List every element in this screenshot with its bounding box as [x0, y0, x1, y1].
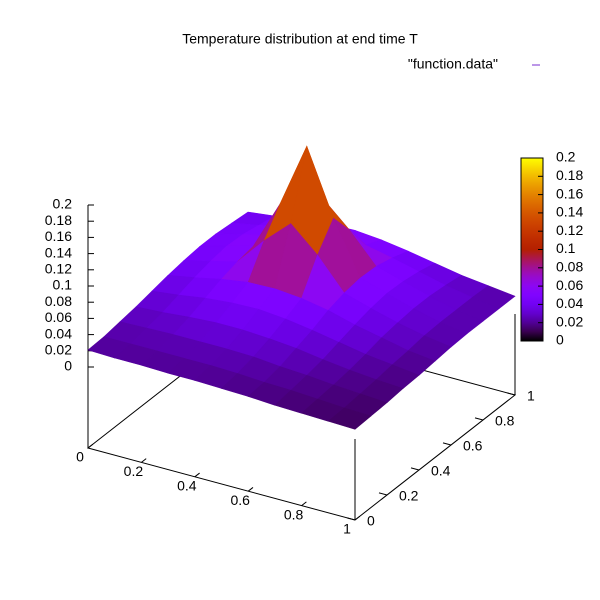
plot-area: 00.020.040.060.080.10.120.140.160.180.20… — [45, 145, 535, 537]
y-tick-label: 0.2 — [399, 488, 419, 504]
colorbar-tick-label: 0.08 — [556, 259, 583, 275]
colorbar-tick-label: 0.02 — [556, 313, 583, 329]
x-tick-label: 0 — [76, 449, 84, 465]
y-tick-label: 1 — [527, 388, 535, 404]
z-tick-label: 0.18 — [45, 212, 72, 228]
y-tick — [378, 492, 388, 496]
z-tick-label: 0.2 — [53, 196, 73, 212]
x-tick — [247, 487, 254, 492]
surface-patch — [327, 407, 372, 430]
z-tick-label: 0.14 — [45, 244, 72, 260]
y-tick — [442, 442, 452, 446]
x-tick — [141, 458, 147, 463]
z-tick-label: 0.04 — [45, 325, 72, 341]
colorbar-tick-label: 0.06 — [556, 277, 583, 293]
y-tick — [474, 417, 484, 421]
z-tick-label: 0.12 — [45, 261, 72, 277]
colorbar-tick-label: 0.18 — [556, 167, 583, 183]
y-tick-label: 0.6 — [463, 438, 483, 454]
z-tick-label: 0.02 — [45, 342, 72, 358]
z-tick-label: 0.1 — [53, 277, 73, 293]
y-tick — [506, 392, 516, 396]
x-tick — [194, 472, 200, 478]
z-tick-label: 0 — [64, 358, 72, 374]
y-tick-label: 0.8 — [495, 413, 515, 429]
colorbar-tick-label: 0.12 — [556, 222, 583, 238]
z-tick-label: 0.08 — [45, 293, 72, 309]
x-tick-label: 0.4 — [177, 478, 197, 494]
y-tick — [410, 467, 420, 471]
colorbar-tick-label: 0 — [556, 332, 564, 348]
z-tick-label: 0.16 — [45, 228, 72, 244]
x-tick-label: 1 — [343, 521, 351, 537]
x-tick — [87, 443, 94, 449]
legend-label: "function.data" — [408, 56, 498, 72]
colorbar-tick-label: 0.16 — [556, 185, 583, 201]
colorbar-tick-label: 0.1 — [556, 240, 576, 256]
chart-title: Temperature distribution at end time T — [182, 31, 418, 47]
y-tick-label: 0.4 — [431, 463, 451, 479]
x-tick-label: 0.2 — [124, 463, 144, 479]
z-tick-label: 0.06 — [45, 309, 72, 325]
colorbar-tick-label: 0.14 — [556, 204, 583, 220]
colorbar-tick-label: 0.2 — [556, 149, 576, 165]
x-tick-label: 0.8 — [284, 506, 304, 522]
y-tick — [346, 517, 356, 521]
y-tick-label: 0 — [367, 513, 375, 529]
x-tick-label: 0.6 — [230, 492, 250, 508]
x-tick — [301, 501, 307, 506]
x-tick — [354, 515, 361, 521]
colorbar-tick-label: 0.04 — [556, 295, 583, 311]
